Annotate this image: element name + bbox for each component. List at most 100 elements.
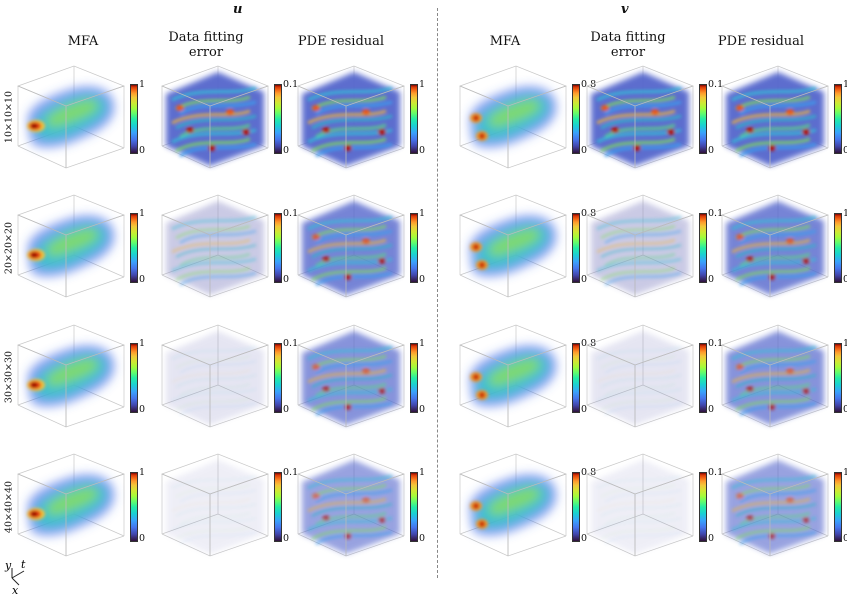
error-field xyxy=(591,460,689,554)
cube-front-edges xyxy=(586,214,694,297)
colorbar-max-label: 0.8 xyxy=(581,467,597,478)
cube-volume xyxy=(721,194,830,298)
colorbar-max-label: 1 xyxy=(139,79,146,90)
cube-front-edges xyxy=(459,85,567,168)
error-field xyxy=(166,72,264,166)
cube-volume xyxy=(586,453,695,557)
mfa-field xyxy=(27,345,115,407)
axis-y-label: y xyxy=(4,559,12,572)
panel-u-mfa-30 xyxy=(6,319,128,431)
colorbar-max-label: 0.1 xyxy=(283,79,299,90)
colorbar xyxy=(699,472,707,542)
residual-field xyxy=(302,72,400,166)
panel-v-residual-10 xyxy=(710,60,832,172)
cube-front-edges xyxy=(17,85,125,168)
panel-u-error-10 xyxy=(150,60,272,172)
cube-volume xyxy=(459,453,568,557)
mfa-field xyxy=(27,86,115,148)
cube-front-edges xyxy=(297,344,405,427)
mfa-field xyxy=(469,474,557,536)
colorbar-min-label: 0 xyxy=(419,274,426,285)
residual-field xyxy=(302,460,400,554)
colorbar-max-label: 0.1 xyxy=(283,208,299,219)
residual-field xyxy=(726,460,824,554)
axis-triad-lines xyxy=(11,568,25,586)
colorbar-min-label: 0 xyxy=(283,533,290,544)
colorbar xyxy=(572,343,580,413)
cube-front-edges xyxy=(586,85,694,168)
colorbar xyxy=(699,343,707,413)
cube-volume xyxy=(721,324,830,428)
col-head-v-mfa: MFA xyxy=(489,34,521,49)
colorbar-max-label: 1 xyxy=(139,467,146,478)
cube-volume xyxy=(459,324,568,428)
panel-v-mfa-10 xyxy=(448,60,570,172)
group-divider xyxy=(437,8,438,578)
cube-volume xyxy=(721,453,830,557)
colorbar-max-label: 1 xyxy=(843,338,847,349)
colorbar xyxy=(274,84,282,154)
colorbar xyxy=(130,213,138,283)
colorbar-min-label: 0 xyxy=(843,274,847,285)
cube-front-edges xyxy=(586,344,694,427)
colorbar xyxy=(834,213,842,283)
col-head-v-residual: PDE residual xyxy=(717,34,805,49)
colorbar-max-label: 0.8 xyxy=(581,338,597,349)
panel-u-error-20 xyxy=(150,189,272,301)
colorbar-max-label: 1 xyxy=(419,338,426,349)
colorbar xyxy=(699,213,707,283)
colorbar-min-label: 0 xyxy=(139,533,146,544)
cube-volume xyxy=(17,324,126,428)
residual-field xyxy=(302,331,400,425)
colorbar-max-label: 0.1 xyxy=(708,79,724,90)
colorbar-min-label: 0 xyxy=(581,145,588,156)
panel-u-error-30 xyxy=(150,319,272,431)
axis-t-label: t xyxy=(21,558,26,571)
colorbar-max-label: 0.1 xyxy=(708,338,724,349)
cube-front-edges xyxy=(17,473,125,556)
colorbar-max-label: 0.8 xyxy=(581,79,597,90)
panel-v-mfa-20 xyxy=(448,189,570,301)
colorbar xyxy=(410,343,418,413)
residual-field xyxy=(726,331,824,425)
cube-front-edges xyxy=(161,473,269,556)
colorbar-min-label: 0 xyxy=(419,404,426,415)
group-title-v: v xyxy=(621,2,629,17)
panel-u-mfa-20 xyxy=(6,189,128,301)
cube-front-edges xyxy=(161,344,269,427)
residual-field xyxy=(726,72,824,166)
col-head-v-error: Data fitting error xyxy=(590,30,666,60)
cube-volume xyxy=(297,65,406,169)
colorbar xyxy=(410,472,418,542)
colorbar-min-label: 0 xyxy=(843,145,847,156)
axis-triad: y t x xyxy=(4,558,26,597)
colorbar-min-label: 0 xyxy=(708,274,715,285)
cube-volume xyxy=(17,65,126,169)
panel-u-residual-30 xyxy=(286,319,408,431)
colorbar xyxy=(130,84,138,154)
cube-volume xyxy=(721,65,830,169)
panel-v-mfa-40 xyxy=(448,448,570,560)
colorbar-max-label: 1 xyxy=(419,208,426,219)
cube-volume xyxy=(17,194,126,298)
cube-volume xyxy=(586,65,695,169)
col-head-u-mfa: MFA xyxy=(67,34,99,49)
panel-v-residual-30 xyxy=(710,319,832,431)
colorbar xyxy=(130,472,138,542)
colorbar-max-label: 1 xyxy=(419,467,426,478)
colorbar-max-label: 0.1 xyxy=(708,467,724,478)
cube-front-edges xyxy=(721,85,829,168)
colorbar-min-label: 0 xyxy=(708,404,715,415)
mfa-field xyxy=(27,474,115,536)
colorbar-min-label: 0 xyxy=(708,145,715,156)
cube-front-edges xyxy=(721,473,829,556)
colorbar-min-label: 0 xyxy=(283,404,290,415)
colorbar-min-label: 0 xyxy=(283,145,290,156)
colorbar-max-label: 0.1 xyxy=(708,208,724,219)
cube-front-edges xyxy=(297,214,405,297)
panel-v-residual-40 xyxy=(710,448,832,560)
colorbar-min-label: 0 xyxy=(581,533,588,544)
cube-front-edges xyxy=(721,344,829,427)
cube-front-edges xyxy=(721,214,829,297)
colorbar xyxy=(274,472,282,542)
